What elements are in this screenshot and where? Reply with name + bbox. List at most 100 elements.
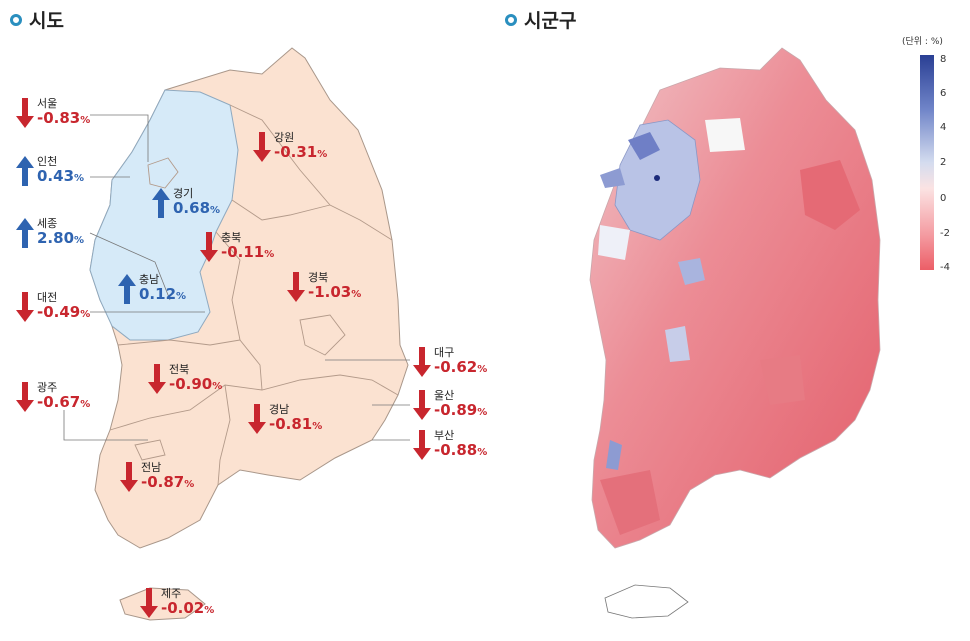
region-value-unit: % — [477, 364, 488, 376]
arrow-down-icon — [200, 232, 221, 266]
region-value-number: 0.68 — [173, 199, 211, 218]
circle-bullet-icon — [505, 13, 517, 26]
region-value-unit: % — [264, 249, 275, 261]
region-label-ulsan: 울산 -0.89% — [413, 389, 487, 424]
region-label-gwangju: 광주 -0.67% — [16, 381, 91, 416]
region-value: -1.03% — [308, 284, 361, 301]
region-value-unit: % — [204, 605, 215, 617]
arrow-up-icon — [118, 274, 139, 308]
region-value: -0.49% — [37, 304, 90, 321]
sido-title: 시도 — [10, 6, 64, 33]
leader-seoul — [90, 114, 149, 162]
sigungu-rise-patch — [665, 326, 690, 362]
region-value-unit: % — [74, 235, 85, 247]
region-value: -0.89% — [434, 402, 487, 419]
region-value-number: 0.12 — [139, 285, 177, 304]
region-value-number: -0.67 — [37, 393, 81, 412]
arrow-up-icon — [16, 218, 37, 252]
region-name: 경남 — [269, 403, 290, 416]
sigungu-title: 시군구 — [505, 6, 576, 33]
leader-sejong — [89, 232, 171, 301]
region-value: -0.11% — [221, 244, 274, 261]
region-value-number: -0.02 — [161, 599, 205, 618]
region-name: 강원 — [274, 131, 295, 144]
region-value-number: -0.90 — [169, 375, 213, 394]
region-name: 대전 — [37, 291, 58, 304]
leader-gwangju — [63, 410, 148, 441]
arrow-down-icon — [287, 272, 308, 306]
region-name: 충남 — [139, 273, 160, 286]
region-name: 충북 — [221, 231, 242, 244]
arrow-down-icon — [248, 404, 269, 438]
arrow-down-icon — [253, 132, 274, 166]
boundary-line — [109, 374, 399, 431]
seoul-boundary — [147, 157, 179, 189]
arrow-down-icon — [16, 292, 37, 326]
region-name: 서울 — [37, 97, 58, 110]
arrow-down-icon — [413, 390, 434, 424]
region-value: 0.12% — [139, 286, 186, 303]
region-name: 세종 — [37, 217, 58, 230]
region-label-daejeon: 대전 -0.49% — [16, 291, 90, 326]
region-name: 제주 — [161, 587, 182, 600]
region-value: -0.31% — [274, 144, 327, 161]
arrow-down-icon — [140, 588, 161, 622]
region-value-number: -1.03 — [308, 283, 352, 302]
region-label-jeonnam: 전남 -0.87% — [120, 461, 195, 496]
region-name: 부산 — [434, 429, 455, 442]
region-name: 전남 — [141, 461, 162, 474]
region-value-unit: % — [312, 421, 323, 433]
region-value-unit: % — [351, 289, 362, 301]
boundary-line — [117, 339, 241, 346]
region-value-number: 0.43 — [37, 167, 75, 186]
region-label-gangwon: 강원 -0.31% — [253, 131, 327, 166]
boundary-line — [217, 384, 231, 486]
region-value-unit: % — [80, 399, 91, 411]
arrow-down-icon — [413, 430, 434, 464]
region-value: -0.90% — [169, 376, 222, 393]
sido-jeju — [119, 587, 206, 621]
region-label-chungnam: 충남 0.12% — [118, 273, 186, 308]
region-name: 광주 — [37, 381, 58, 394]
legend-tick: -2 — [940, 228, 950, 239]
sigungu-rise-patch — [705, 118, 745, 152]
region-value-number: -0.31 — [274, 143, 318, 162]
arrow-up-icon — [152, 188, 173, 222]
region-value-unit: % — [184, 479, 195, 491]
arrow-up-icon — [16, 156, 37, 190]
region-label-gyeongnam: 경남 -0.81% — [248, 403, 323, 438]
boundary-line — [229, 104, 393, 241]
region-value: -0.02% — [161, 600, 214, 617]
sigungu-rise-patch — [598, 225, 630, 260]
daegu-boundary — [299, 314, 346, 356]
legend-tick: 6 — [940, 88, 947, 99]
region-value-unit: % — [80, 115, 91, 127]
region-value-number: -0.81 — [269, 415, 313, 434]
region-label-gyeonggi: 경기 0.68% — [152, 187, 220, 222]
region-label-jeonbuk: 전북 -0.90% — [148, 363, 222, 398]
boundary-line — [215, 231, 263, 391]
gwangju-boundary — [134, 439, 166, 461]
legend-unit-label: (단위 : %) — [902, 37, 943, 47]
sigungu-fall-patch — [800, 160, 860, 230]
region-label-seoul: 서울 -0.83% — [16, 97, 91, 132]
legend-tick: 4 — [940, 122, 947, 133]
boundary-line — [231, 199, 331, 221]
sigungu-fall-patch — [760, 355, 805, 405]
region-value: -0.88% — [434, 442, 487, 459]
sigungu-title-text: 시군구 — [524, 10, 577, 32]
arrow-down-icon — [148, 364, 169, 398]
region-value: 2.80% — [37, 230, 84, 247]
sigungu-max-district — [654, 175, 660, 181]
region-label-daegu: 대구 -0.62% — [413, 346, 488, 381]
arrow-down-icon — [16, 98, 37, 132]
region-label-jeju: 제주 -0.02% — [140, 587, 214, 622]
legend-tick: 8 — [940, 54, 947, 65]
region-value-number: -0.49 — [37, 303, 81, 322]
sido-title-text: 시도 — [29, 10, 64, 32]
region-value-number: -0.83 — [37, 109, 81, 128]
circle-bullet-icon — [10, 13, 22, 26]
region-name: 대구 — [434, 346, 455, 359]
region-value-unit: % — [477, 407, 488, 419]
